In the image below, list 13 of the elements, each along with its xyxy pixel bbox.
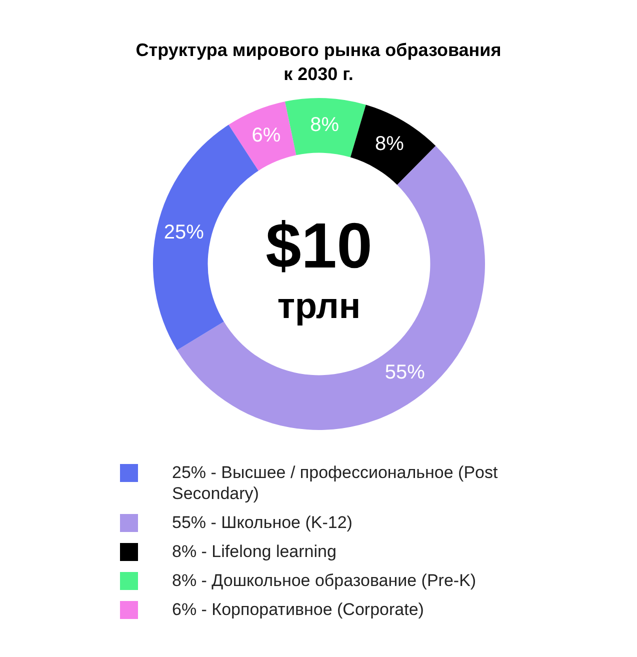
data-label: 8% bbox=[310, 114, 339, 136]
legend-label: 8% - Lifelong learning bbox=[172, 541, 338, 562]
data-label: 8% bbox=[374, 133, 404, 156]
data-label: 55% bbox=[384, 361, 425, 384]
legend-label: 25% - Высшее / профессиональное (Post Secondary) bbox=[172, 462, 499, 504]
data-label: 25% bbox=[163, 222, 204, 244]
chart-title: Структура мирового рынка образования к 2030 г. bbox=[134, 39, 502, 86]
text: трлн bbox=[276, 284, 360, 326]
legend-label: 8% - Дошкольное образование (Pre-K) bbox=[172, 570, 478, 591]
text: $10 bbox=[265, 210, 372, 282]
legend-label: 55% - Школьное (K-12) bbox=[172, 512, 354, 533]
legend-label: 6% - Корпоративное (Corporate) bbox=[172, 599, 425, 620]
data-label: 6% bbox=[251, 124, 280, 146]
